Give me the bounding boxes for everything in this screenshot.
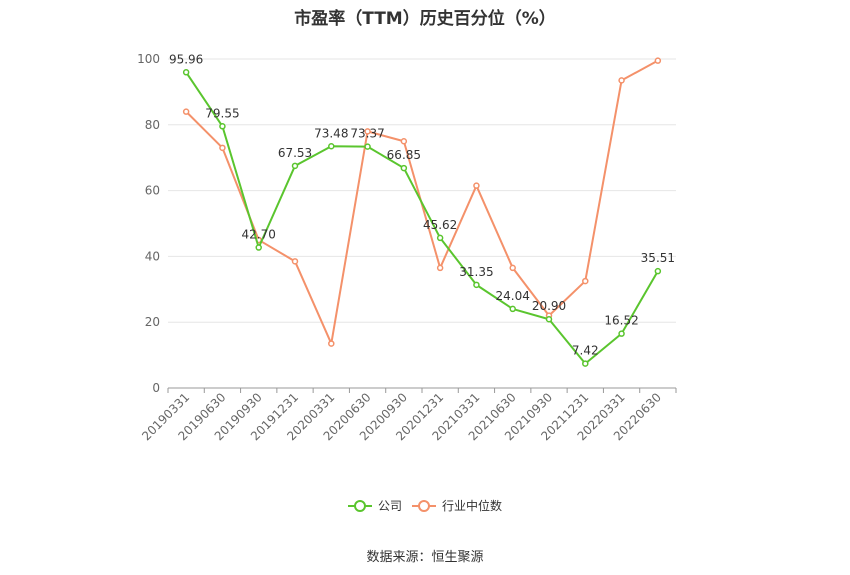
legend-item-company[interactable]: 公司 [348,499,402,513]
legend[interactable]: 公司 行业中位数 [348,498,502,513]
company-point [255,244,262,251]
industry-point [364,128,371,135]
industry-point [473,182,480,189]
data-label: 24.04 [496,289,530,303]
company-point [364,143,371,150]
industry-point [509,264,516,272]
industry-point [328,340,335,347]
y-tick-label: 0 [152,381,160,395]
data-label: 7.42 [572,344,599,358]
data-label: 35.51 [641,251,675,265]
data-label: 31.35 [459,265,493,279]
data-label: 73.37 [350,127,384,141]
data-label: 67.53 [278,146,312,160]
series-layer [182,57,662,367]
industry-point [436,264,444,272]
grid-layer [168,58,676,323]
company-point [400,164,408,172]
company-point [182,69,190,76]
chart-title: 市盈率（TTM）历史百分位（%） [294,9,556,29]
company-point [545,315,553,323]
legend-label: 行业中位数 [442,498,502,513]
industry-point [291,258,299,265]
y-tick-label: 60 [145,184,160,198]
y-tick-label: 40 [145,249,160,263]
y-tick-label: 80 [145,118,160,132]
legend-label: 公司 [378,499,402,513]
company-point [582,360,589,367]
company-point [436,234,444,242]
legend-marker [418,500,430,512]
company-point [473,281,480,289]
industry-point [654,57,662,64]
company-point [618,330,625,337]
data-label: 42.70 [242,228,276,242]
source-note: 数据来源：恒生聚源 [366,550,484,565]
company-line [185,71,659,365]
industry-point [618,77,625,84]
y-tick-label: 100 [137,52,160,66]
data-label: 45.62 [423,218,457,232]
data-label: 73.48 [314,126,348,140]
data-label: 20.90 [532,299,566,313]
legend-marker [354,500,366,512]
data-label: 95.96 [169,52,203,66]
data-label: 16.52 [604,314,638,328]
data-label: 66.85 [387,148,421,162]
y-tick-label: 20 [145,315,160,329]
industry-point [182,108,190,115]
company-point [328,143,335,150]
industry-point [400,138,408,145]
company-point [219,123,226,130]
legend-item-industry[interactable]: 行业中位数 [412,498,502,513]
company-point [509,305,516,313]
company-point [291,162,299,170]
data-label: 79.55 [205,106,239,120]
company-point [654,267,662,275]
industry-point [582,277,589,285]
industry-point [219,144,226,152]
